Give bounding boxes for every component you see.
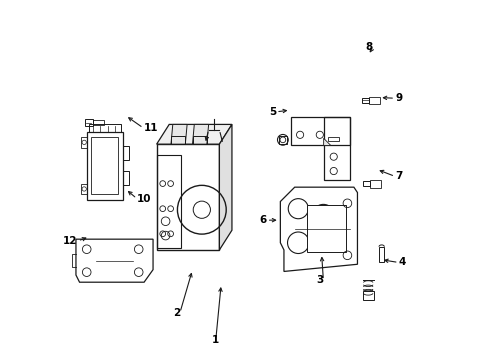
Bar — [122, 171, 129, 185]
Text: 6: 6 — [259, 215, 266, 225]
Bar — [368, 97, 379, 104]
Bar — [88, 124, 121, 132]
Bar — [278, 135, 286, 144]
Polygon shape — [192, 125, 208, 144]
Text: 9: 9 — [394, 93, 402, 103]
Bar — [327, 137, 338, 141]
Bar — [85, 119, 93, 126]
Text: 4: 4 — [398, 257, 405, 267]
Text: 7: 7 — [394, 171, 402, 181]
Bar — [362, 181, 369, 186]
Text: 1: 1 — [212, 334, 219, 345]
Bar — [81, 184, 87, 194]
Bar — [171, 136, 185, 144]
Bar — [362, 291, 373, 300]
Polygon shape — [323, 138, 330, 145]
Text: 12: 12 — [63, 236, 78, 246]
Text: 8: 8 — [365, 42, 372, 52]
Bar — [156, 144, 219, 250]
Bar — [192, 136, 206, 144]
Bar — [290, 117, 349, 145]
Bar — [122, 146, 129, 160]
Bar — [93, 121, 103, 125]
Bar — [369, 180, 380, 188]
Bar — [323, 117, 349, 180]
Bar — [378, 247, 384, 262]
Bar — [86, 132, 122, 200]
Bar — [91, 137, 118, 194]
Bar — [306, 205, 345, 252]
Polygon shape — [219, 125, 231, 250]
Text: 11: 11 — [143, 123, 158, 133]
Polygon shape — [156, 125, 231, 144]
Bar — [157, 155, 181, 248]
Text: 3: 3 — [316, 275, 323, 285]
Text: 5: 5 — [268, 107, 276, 117]
Bar — [81, 137, 87, 148]
Text: 10: 10 — [137, 194, 151, 204]
Bar — [361, 98, 368, 103]
Text: 2: 2 — [172, 308, 180, 318]
Polygon shape — [171, 125, 187, 144]
